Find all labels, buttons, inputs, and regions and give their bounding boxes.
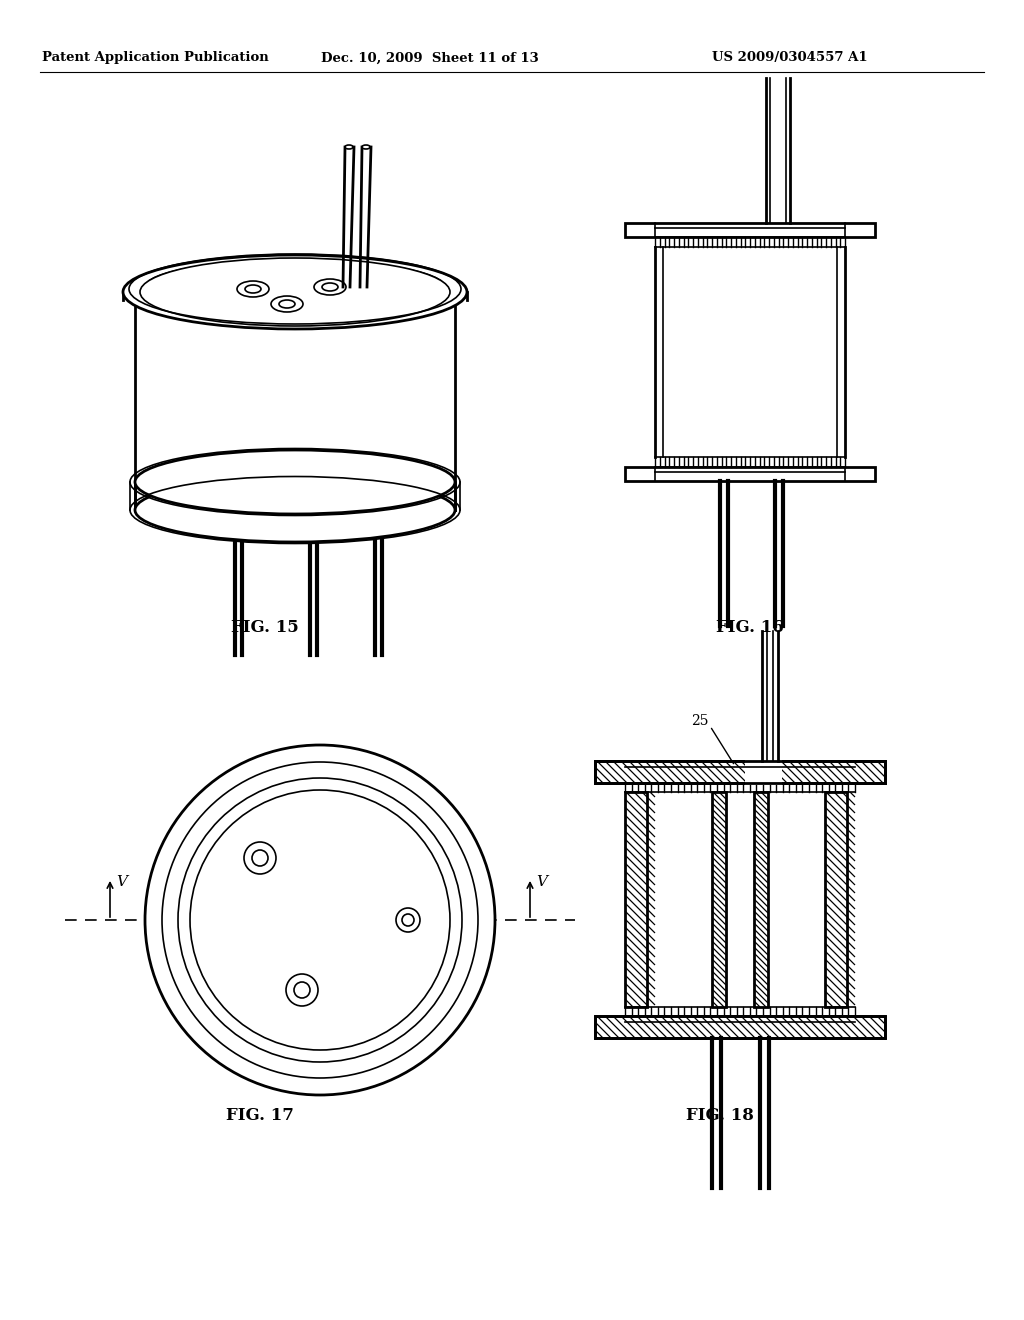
Bar bbox=[754, 792, 768, 1007]
Circle shape bbox=[145, 744, 495, 1096]
Bar bbox=[595, 762, 885, 783]
Bar bbox=[595, 762, 885, 783]
Text: V: V bbox=[117, 875, 128, 888]
Text: 25: 25 bbox=[691, 714, 709, 729]
Ellipse shape bbox=[245, 285, 261, 293]
Bar bbox=[625, 467, 874, 480]
Ellipse shape bbox=[135, 450, 455, 513]
Circle shape bbox=[162, 762, 478, 1078]
Bar bbox=[825, 792, 847, 1007]
Ellipse shape bbox=[145, 260, 445, 314]
Ellipse shape bbox=[345, 145, 353, 149]
Text: Patent Application Publication: Patent Application Publication bbox=[42, 51, 268, 65]
Circle shape bbox=[286, 974, 318, 1006]
Ellipse shape bbox=[279, 300, 295, 308]
Text: V: V bbox=[537, 875, 548, 888]
Text: FIG. 17: FIG. 17 bbox=[226, 1106, 294, 1123]
Circle shape bbox=[294, 982, 310, 998]
Bar bbox=[595, 762, 885, 783]
Bar bbox=[712, 792, 726, 1007]
Circle shape bbox=[402, 913, 414, 927]
Circle shape bbox=[396, 908, 420, 932]
Bar bbox=[595, 1016, 885, 1038]
Ellipse shape bbox=[123, 255, 467, 329]
Circle shape bbox=[190, 789, 450, 1049]
Bar bbox=[625, 792, 647, 1007]
Circle shape bbox=[244, 842, 276, 874]
Ellipse shape bbox=[135, 478, 455, 543]
Text: FIG. 15: FIG. 15 bbox=[231, 619, 299, 636]
Circle shape bbox=[178, 777, 462, 1063]
Ellipse shape bbox=[362, 145, 370, 149]
Bar bbox=[625, 223, 874, 238]
Text: FIG. 18: FIG. 18 bbox=[686, 1106, 754, 1123]
Text: FIG. 16: FIG. 16 bbox=[716, 619, 784, 636]
Circle shape bbox=[252, 850, 268, 866]
Ellipse shape bbox=[322, 282, 338, 290]
Ellipse shape bbox=[140, 257, 450, 326]
Ellipse shape bbox=[314, 279, 346, 294]
Bar bbox=[595, 1016, 885, 1038]
Bar bbox=[745, 759, 782, 785]
Ellipse shape bbox=[237, 281, 269, 297]
Ellipse shape bbox=[271, 296, 303, 312]
Text: US 2009/0304557 A1: US 2009/0304557 A1 bbox=[712, 51, 867, 65]
Text: Dec. 10, 2009  Sheet 11 of 13: Dec. 10, 2009 Sheet 11 of 13 bbox=[322, 51, 539, 65]
